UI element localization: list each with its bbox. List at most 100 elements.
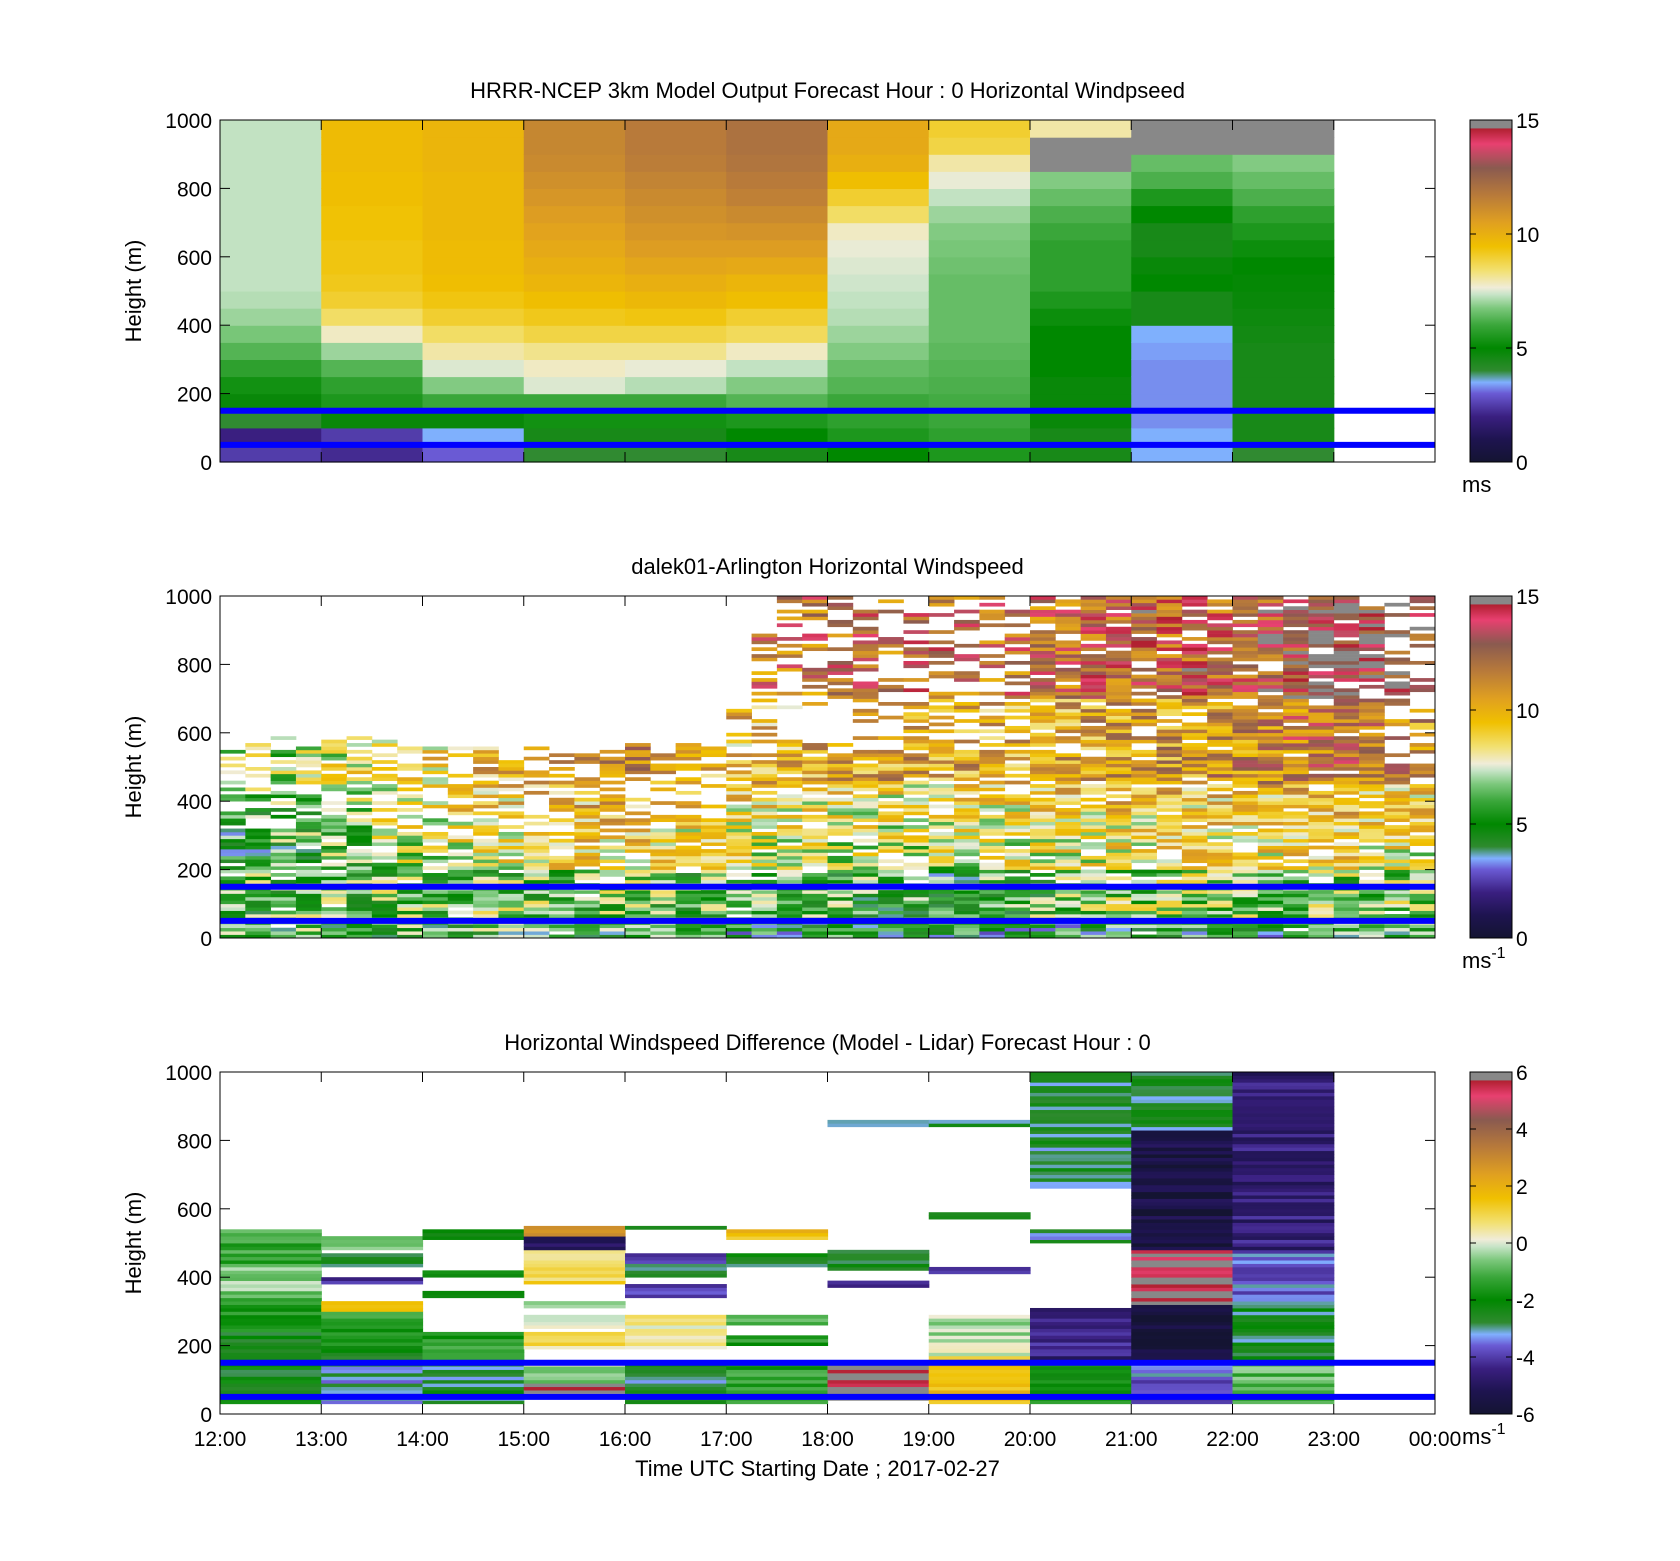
lidar-cell <box>954 705 980 710</box>
lidar-cell <box>371 831 398 836</box>
lidar-cell <box>397 825 423 829</box>
lidar-cell <box>1207 811 1233 816</box>
lidar-cell <box>675 763 702 768</box>
lidar-cell <box>903 770 930 775</box>
lidar-cell <box>220 852 246 857</box>
model-cell <box>827 308 930 326</box>
lidar-cell <box>1232 695 1259 699</box>
lidar-cell <box>1181 787 1208 792</box>
lidar-cell <box>1308 866 1335 870</box>
lidar-cell <box>928 671 955 675</box>
lidar-cell <box>1232 678 1259 682</box>
model-cell <box>827 427 930 446</box>
lidar-cell <box>802 845 828 850</box>
lidar-cell <box>1055 770 1082 775</box>
difference-cell <box>1131 1133 1234 1138</box>
difference-cell <box>1131 1260 1234 1264</box>
lidar-cell <box>574 784 601 788</box>
difference-cell <box>220 1366 322 1370</box>
lidar-cell <box>954 770 980 775</box>
lidar-cell <box>1080 609 1107 614</box>
lidar-cell <box>1257 684 1284 689</box>
lidar-cell <box>751 879 778 884</box>
difference-cell <box>1030 1140 1132 1145</box>
lidar-cell <box>1030 657 1056 662</box>
lidar-cell <box>1232 784 1259 788</box>
lidar-cell <box>802 855 828 860</box>
difference-cell <box>1232 1174 1335 1179</box>
lidar-cell <box>1283 657 1309 662</box>
model-cell <box>321 171 424 189</box>
lidar-cell <box>1030 660 1056 665</box>
lidar-cell <box>1384 684 1411 689</box>
lidar-cell <box>827 818 854 823</box>
lidar-cell <box>802 702 828 706</box>
difference-cell <box>422 1379 525 1384</box>
model-cell <box>321 427 424 446</box>
lidar-cell <box>1055 859 1082 864</box>
lidar-cell <box>675 879 702 884</box>
lidar-cell <box>1156 866 1183 870</box>
lidar-cell <box>1257 681 1284 686</box>
lidar-cell <box>726 852 752 857</box>
lidar-cell <box>675 831 702 836</box>
lidar-cell <box>1131 842 1157 846</box>
lidar-cell <box>473 749 499 754</box>
lidar-cell <box>1384 896 1411 901</box>
lidar-cell <box>1030 845 1056 850</box>
lidar-cell <box>346 893 373 898</box>
difference-cell <box>1131 1095 1234 1100</box>
lidar-cell <box>903 845 930 850</box>
lidar-cell <box>1055 838 1082 843</box>
lidar-cell <box>549 818 575 823</box>
lidar-cell <box>928 859 955 864</box>
difference-cell <box>625 1287 727 1292</box>
difference-cell <box>1232 1273 1335 1278</box>
lidar-cell <box>574 900 601 905</box>
lidar-cell <box>954 821 980 826</box>
lidar-cell <box>1257 637 1284 641</box>
lidar-cell <box>1232 934 1259 939</box>
lidar-cell <box>1080 664 1107 669</box>
lidar-cell <box>776 876 803 881</box>
lidar-cell <box>827 784 854 788</box>
difference-cell <box>1131 1246 1234 1251</box>
lidar-cell <box>726 845 752 850</box>
lidar-cell <box>1004 637 1031 641</box>
difference-cell <box>1131 1201 1234 1206</box>
difference-cell <box>1232 1355 1335 1360</box>
lidar-cell <box>625 818 651 823</box>
lidar-cell <box>1156 688 1183 693</box>
lidar-cell <box>1105 671 1132 675</box>
lidar-cell <box>650 910 677 915</box>
model-cell <box>827 393 930 412</box>
lidar-cell <box>1232 712 1259 716</box>
lidar-cell <box>346 838 373 843</box>
lidar-cell <box>599 924 626 929</box>
difference-cell <box>321 1325 424 1329</box>
lidar-cell <box>447 855 474 860</box>
lidar-cell <box>827 869 854 874</box>
difference-cell <box>1232 1119 1335 1124</box>
difference-cell <box>220 1307 322 1312</box>
lidar-cell <box>852 845 879 850</box>
lidar-cell <box>1080 637 1107 641</box>
difference-cell <box>625 1369 727 1374</box>
lidar-cell <box>447 790 474 795</box>
model-cell <box>827 188 930 207</box>
lidar-cell <box>1105 787 1132 792</box>
lidar-cell <box>245 879 272 884</box>
model-cell <box>1030 376 1132 395</box>
difference-cell <box>321 1314 424 1319</box>
difference-cell <box>1131 1078 1234 1083</box>
lidar-cell <box>1409 770 1436 775</box>
lidar-cell <box>827 660 854 665</box>
lidar-cell <box>650 842 677 846</box>
lidar-cell <box>371 777 398 781</box>
model-cell <box>625 222 727 241</box>
lidar-cell <box>1257 619 1284 624</box>
lidar-cell <box>979 821 1006 826</box>
lidar-cell <box>878 924 904 929</box>
lidar-cell <box>1409 678 1436 682</box>
lidar-cell <box>1257 849 1284 853</box>
